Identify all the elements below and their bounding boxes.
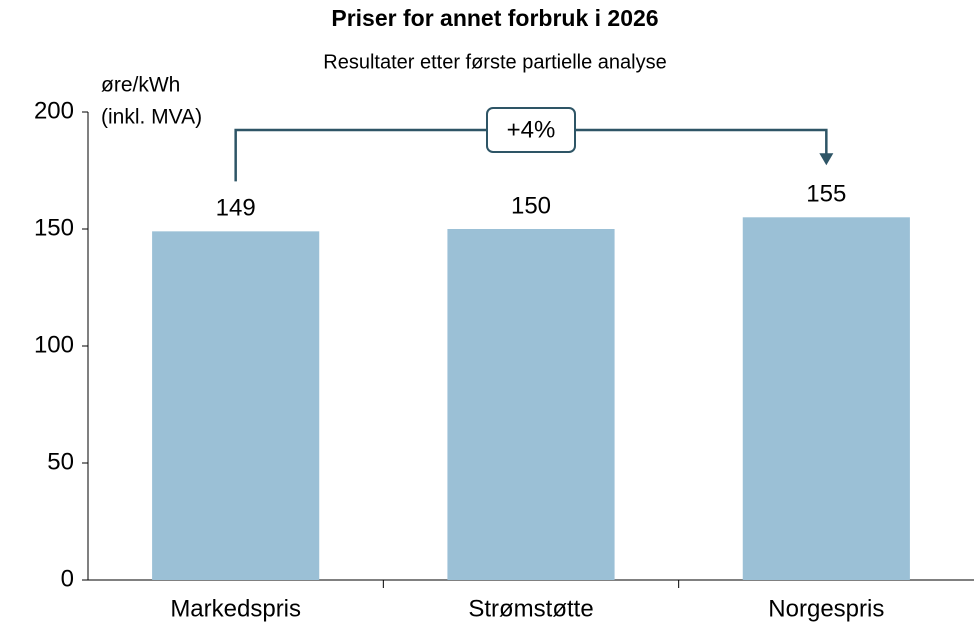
y-tick-label: 50 bbox=[47, 448, 74, 475]
bar bbox=[447, 229, 615, 580]
x-tick-label: Markedspris bbox=[170, 595, 301, 622]
y-tick-label: 150 bbox=[34, 214, 74, 241]
chart-title: Priser for annet forbruk i 2026 bbox=[331, 5, 658, 31]
annotation-label: +4% bbox=[507, 116, 556, 143]
data-label: 155 bbox=[806, 181, 846, 208]
x-tick-label: Strømstøtte bbox=[468, 595, 593, 622]
chart-subtitle: Resultater etter første partielle analys… bbox=[323, 51, 667, 73]
y-axis-label: (inkl. MVA) bbox=[101, 106, 202, 129]
annotation-box bbox=[486, 107, 576, 153]
annotation-arrow bbox=[819, 153, 834, 166]
data-label: 149 bbox=[216, 195, 256, 222]
bar bbox=[742, 217, 910, 581]
y-axis-label: øre/kWh bbox=[101, 74, 180, 97]
y-tick-label: 100 bbox=[34, 331, 74, 358]
bar bbox=[152, 231, 320, 580]
data-label: 150 bbox=[511, 192, 551, 219]
x-tick-label: Norgespris bbox=[768, 595, 884, 622]
y-tick-label: 200 bbox=[34, 97, 74, 124]
y-tick-label: 0 bbox=[61, 565, 74, 592]
